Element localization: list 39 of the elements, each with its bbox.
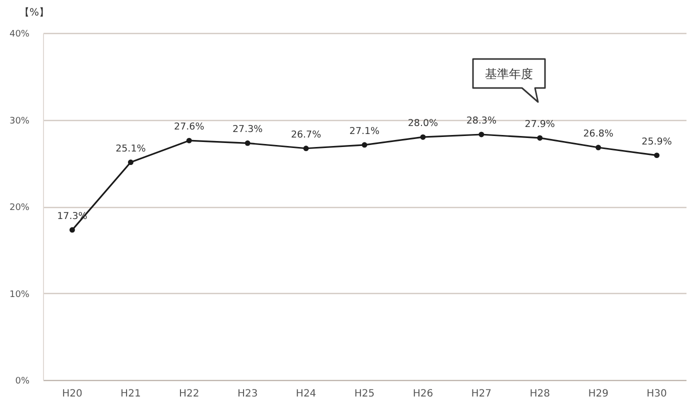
y-tick-label: 40%	[9, 30, 30, 40]
point	[478, 132, 484, 138]
x-tick-label: H23	[237, 388, 258, 400]
y-tick-label: 0%	[15, 376, 30, 386]
x-tick-label: H26	[412, 388, 434, 400]
point	[537, 135, 543, 141]
x-tick-label: H29	[588, 388, 608, 400]
point	[654, 152, 660, 158]
data-label: 25.1%	[116, 143, 146, 154]
x-tick-label: H28	[530, 388, 550, 400]
data-label: 27.6%	[174, 122, 204, 133]
y-tick-label: 30%	[9, 116, 30, 126]
x-tick-label: H30	[646, 388, 667, 400]
point	[128, 160, 134, 165]
data-label: 27.9%	[524, 118, 555, 130]
x-tick-label: H21	[120, 388, 141, 400]
x-tick-label: H22	[179, 388, 200, 400]
x-tick-label: H20	[62, 388, 82, 400]
point	[69, 227, 75, 233]
data-label: 28.0%	[408, 118, 438, 130]
point	[362, 142, 368, 148]
y-tick-label: 10%	[9, 290, 30, 300]
x-tick-label: H25	[354, 388, 375, 400]
point	[244, 140, 250, 146]
y-axis-title: 【%】	[20, 6, 50, 18]
annotation: 基準年度	[485, 67, 533, 81]
data-label: 27.1%	[349, 126, 380, 137]
point	[420, 134, 426, 140]
data-label: 26.7%	[290, 129, 322, 140]
data-label: 28.3%	[466, 115, 497, 126]
x-tick-label: H24	[296, 388, 316, 400]
point	[596, 144, 602, 150]
point	[303, 146, 309, 152]
y-tick-label: 20%	[9, 203, 30, 213]
data-label: 26.8%	[583, 128, 614, 140]
data-label: 25.9%	[642, 136, 672, 148]
point	[186, 138, 192, 144]
data-label: 27.3%	[232, 124, 263, 136]
x-tick-label: H27	[471, 388, 492, 400]
